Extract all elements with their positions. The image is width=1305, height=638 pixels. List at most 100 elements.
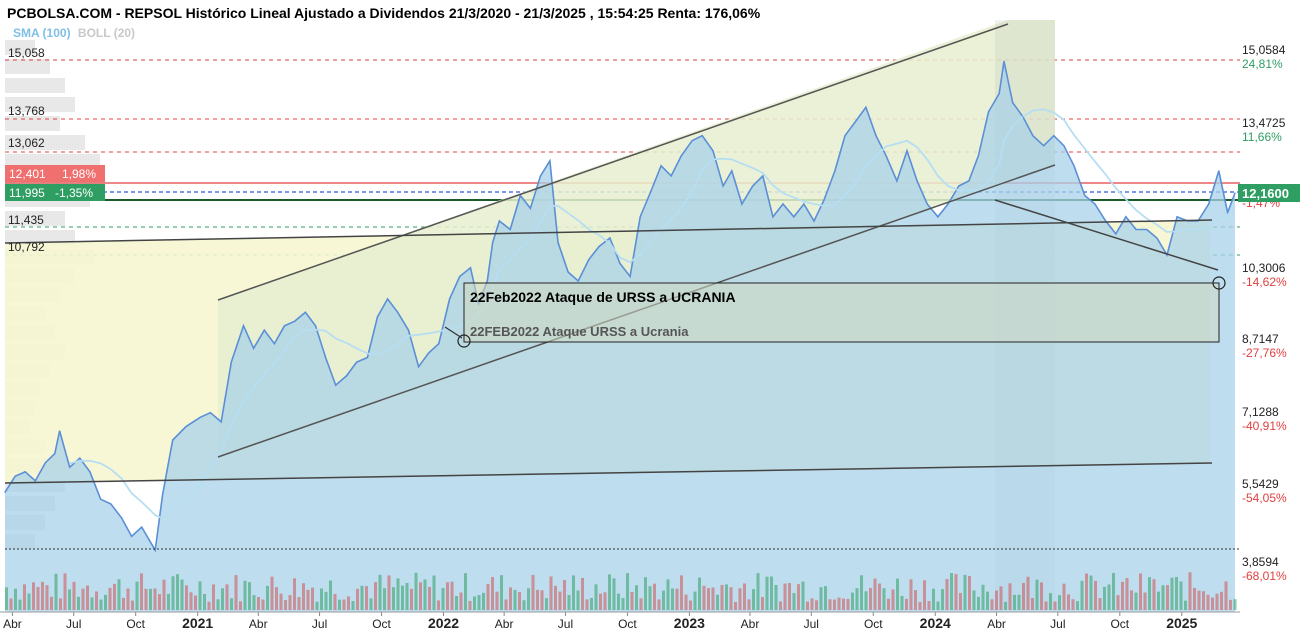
price-point: [69, 466, 71, 468]
y-axis-price-label: 5,5429: [1242, 477, 1279, 491]
volume-bar: [923, 580, 926, 610]
green-level-badge: [5, 184, 105, 201]
current-price-badge: [1238, 184, 1300, 202]
annotation-handle-left[interactable]: [457, 334, 471, 348]
price-point: [44, 462, 47, 464]
volume-bar: [572, 575, 575, 610]
price-point: [14, 475, 16, 477]
volume-bar: [230, 598, 233, 610]
volume-bar: [432, 575, 436, 610]
volume-bar: [1076, 601, 1079, 610]
volume-bar: [1170, 577, 1174, 610]
chart-title: PCBOLSA.COM - REPSOL Histórico Lineal Aj…: [7, 5, 761, 21]
volume-bar: [1139, 573, 1142, 610]
price-point: [1146, 228, 1148, 231]
volume-bar: [995, 590, 998, 610]
price-point: [1125, 216, 1127, 218]
volume-bar: [410, 588, 413, 610]
price-point: [1012, 102, 1014, 104]
price-point: [926, 203, 928, 205]
volume-bar: [171, 576, 175, 610]
y-axis-price-label: 15,0584: [1242, 43, 1286, 57]
volume-bar: [981, 584, 985, 610]
volume-bar: [140, 573, 143, 610]
price-point: [230, 361, 232, 363]
volume-bar: [234, 575, 238, 610]
y-axis-pct-label: -40,91%: [1242, 419, 1287, 433]
price-point: [557, 241, 559, 243]
volume-bar: [810, 598, 814, 610]
volume-bar: [1206, 594, 1210, 610]
price-point: [539, 175, 542, 177]
price-point: [34, 480, 36, 482]
x-axis-label: Oct: [864, 617, 883, 631]
volume-bar: [833, 599, 836, 610]
volume-bar: [711, 587, 715, 610]
volume-bar: [428, 586, 431, 610]
volume-bar: [14, 588, 17, 610]
annotation-handle-right[interactable]: [1212, 276, 1226, 290]
current-price-text: 12,1600: [1242, 186, 1289, 201]
price-point: [428, 352, 430, 354]
price-point: [4, 491, 6, 493]
volume-bar: [621, 598, 625, 610]
volume-bar: [1013, 594, 1016, 610]
price-point: [731, 170, 733, 172]
volume-bar: [1040, 582, 1043, 610]
volume-bar: [257, 596, 260, 610]
annotation-text: 22FEB2022 Ataque URSS a Ucrania: [470, 324, 689, 339]
volume-bar: [482, 592, 485, 610]
x-axis-label: Oct: [126, 617, 145, 631]
volume-bar: [81, 588, 85, 610]
volume-bar: [581, 577, 584, 610]
red-level-badge: [5, 165, 105, 182]
boll-label[interactable]: BOLL (20): [77, 26, 136, 40]
volume-bar: [905, 598, 908, 610]
volume-bar: [338, 599, 341, 610]
volume-bar: [491, 577, 494, 610]
sma-label[interactable]: SMA (100): [13, 26, 71, 40]
x-axis-label: Abr: [741, 617, 760, 631]
volume-bar: [612, 578, 616, 610]
volume-bar: [90, 597, 94, 610]
green-level-price: 11,995: [9, 186, 45, 200]
volume-bar: [477, 595, 481, 610]
level-label: 13,768: [8, 104, 45, 118]
x-axis-label: 2023: [674, 615, 705, 631]
x-axis-label: Jul: [1050, 617, 1065, 631]
volume-bar: [306, 589, 310, 610]
volume-bar: [176, 574, 179, 610]
volume-bar: [1026, 576, 1030, 610]
volume-bar: [657, 599, 661, 610]
volume-bar: [599, 593, 602, 610]
volume-bar: [144, 588, 148, 610]
volume-bar: [603, 592, 607, 610]
x-axis-label: Abr: [987, 617, 1006, 631]
volume-bar: [590, 597, 593, 610]
volume-bar: [662, 590, 665, 610]
volume-bar: [1175, 576, 1178, 610]
volume-bar: [383, 588, 386, 610]
price-point: [110, 503, 112, 505]
volume-bar: [941, 589, 944, 610]
annotation-box[interactable]: [463, 282, 1220, 343]
price-point: [1084, 194, 1086, 197]
volume-bar: [689, 600, 692, 610]
volume-bar: [702, 585, 706, 610]
volume-bar: [540, 590, 544, 610]
volume-bar: [707, 588, 710, 610]
price-point: [356, 361, 358, 363]
price-point: [120, 517, 123, 519]
price-point: [283, 325, 286, 327]
volume-bar: [950, 573, 953, 610]
volume-bar: [378, 574, 382, 610]
price-point: [162, 494, 164, 496]
volume-bar: [1215, 593, 1219, 610]
volume-bar: [824, 586, 827, 610]
price-point: [263, 329, 265, 331]
x-axis-label: Abr: [3, 617, 22, 631]
volume-bar: [333, 593, 337, 610]
volume-bar: [779, 601, 782, 610]
price-point: [937, 216, 939, 218]
volume-bar: [302, 583, 305, 610]
